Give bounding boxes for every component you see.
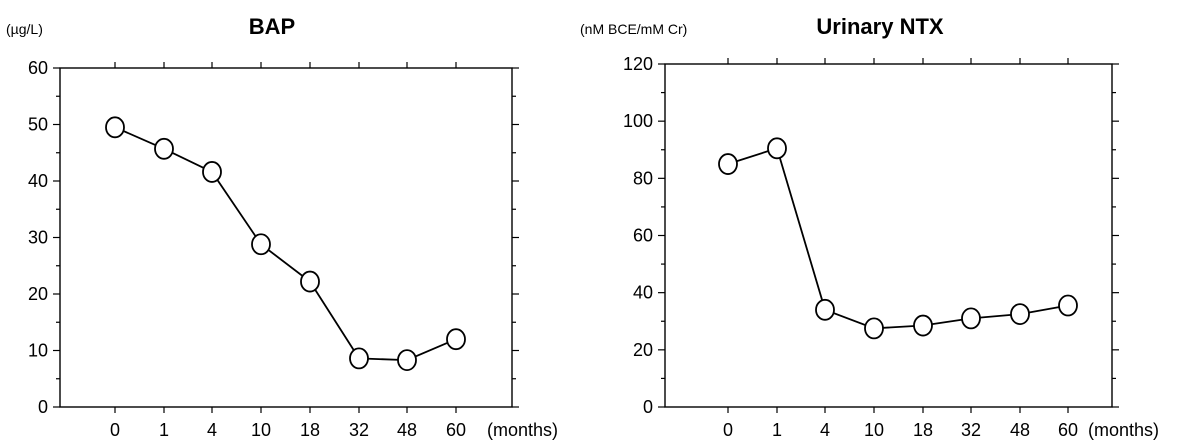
bap-x-tick-label: 10 bbox=[251, 420, 271, 440]
ntx-x-tick-label: 48 bbox=[1010, 420, 1030, 440]
ntx-x-tick-label: 0 bbox=[723, 420, 733, 440]
ntx-series bbox=[718, 137, 1078, 340]
ntx-x-tick-label: 60 bbox=[1058, 420, 1078, 440]
bap-data-point bbox=[300, 270, 320, 293]
bap-data-point bbox=[349, 347, 369, 370]
ntx-x-axis: 0 1 4 10 18 32 48 60 bbox=[723, 58, 1078, 440]
bap-data-point bbox=[105, 116, 125, 139]
ntx-x-tick-label: 1 bbox=[772, 420, 782, 440]
ntx-x-tick-label: 32 bbox=[961, 420, 981, 440]
ntx-data-point bbox=[718, 153, 738, 175]
bap-x-unit-label: (months) bbox=[487, 420, 558, 440]
bap-x-tick-label: 60 bbox=[446, 420, 466, 440]
bap-y-tick-label: 0 bbox=[38, 397, 48, 417]
bap-x-tick-label: 32 bbox=[349, 420, 369, 440]
bap-x-tick-label: 4 bbox=[207, 420, 217, 440]
bap-data-point bbox=[202, 161, 222, 183]
ntx-data-point bbox=[913, 314, 933, 337]
bap-y-tick-label: 10 bbox=[28, 341, 48, 361]
ntx-x-tick-label: 4 bbox=[820, 420, 830, 440]
ntx-y-tick-label: 20 bbox=[633, 340, 653, 360]
bap-x-tick-label: 0 bbox=[110, 420, 120, 440]
bap-y-tick-label: 50 bbox=[28, 115, 48, 135]
bap-data-point bbox=[397, 349, 417, 372]
ntx-y-tick-label: 40 bbox=[633, 283, 653, 303]
ntx-title: Urinary NTX bbox=[816, 14, 943, 39]
ntx-chart: (nM BCE/mM Cr) Urinary NTX 0204060801001… bbox=[580, 14, 1159, 440]
ntx-data-point bbox=[815, 298, 835, 321]
bap-x-tick-label: 18 bbox=[300, 420, 320, 440]
ntx-x-tick-label: 18 bbox=[913, 420, 933, 440]
ntx-y-tick-label: 80 bbox=[633, 168, 653, 188]
ntx-x-unit-label: (months) bbox=[1088, 420, 1159, 440]
bap-data-point bbox=[154, 137, 174, 160]
ntx-data-point bbox=[1058, 294, 1078, 317]
bap-data-point bbox=[251, 233, 271, 256]
bap-data-point bbox=[446, 328, 466, 351]
ntx-y-tick-label: 100 bbox=[623, 111, 653, 131]
bap-series bbox=[105, 116, 466, 372]
bap-y-unit-label: (µg/L) bbox=[6, 21, 43, 37]
ntx-data-point bbox=[961, 307, 981, 330]
ntx-y-axis: 0 20 40 60 80 100 120 bbox=[623, 54, 1119, 417]
bap-y-tick-label: 30 bbox=[28, 228, 48, 248]
ntx-data-point bbox=[1010, 303, 1030, 326]
bap-plot-frame bbox=[59, 67, 513, 408]
bap-series-line bbox=[114, 126, 457, 362]
ntx-data-point bbox=[864, 317, 884, 340]
ntx-series-line bbox=[727, 147, 1069, 330]
ntx-y-tick-label: 120 bbox=[623, 54, 653, 74]
ntx-y-tick-label: 0 bbox=[643, 397, 653, 417]
bap-y-tick-label: 40 bbox=[28, 171, 48, 191]
ntx-data-point bbox=[767, 137, 787, 160]
bap-x-tick-label: 48 bbox=[397, 420, 417, 440]
bap-x-axis: 0 1 4 10 18 32 48 60 bbox=[110, 62, 466, 440]
bap-y-axis: 0 10 20 30 40 50 60 bbox=[28, 58, 519, 417]
ntx-x-tick-label: 10 bbox=[864, 420, 884, 440]
bap-y-tick-label: 60 bbox=[28, 58, 48, 78]
ntx-y-tick-label: 60 bbox=[633, 226, 653, 246]
bap-x-tick-label: 1 bbox=[159, 420, 169, 440]
bap-title: BAP bbox=[249, 14, 295, 39]
ntx-plot-frame bbox=[664, 63, 1113, 408]
ntx-y-unit-label: (nM BCE/mM Cr) bbox=[580, 21, 687, 37]
bap-y-tick-label: 20 bbox=[28, 284, 48, 304]
bap-chart: (µg/L) BAP 0 10 20 30 40 50 60 0 1 4 10 18 32 48 60 (… bbox=[6, 14, 558, 440]
